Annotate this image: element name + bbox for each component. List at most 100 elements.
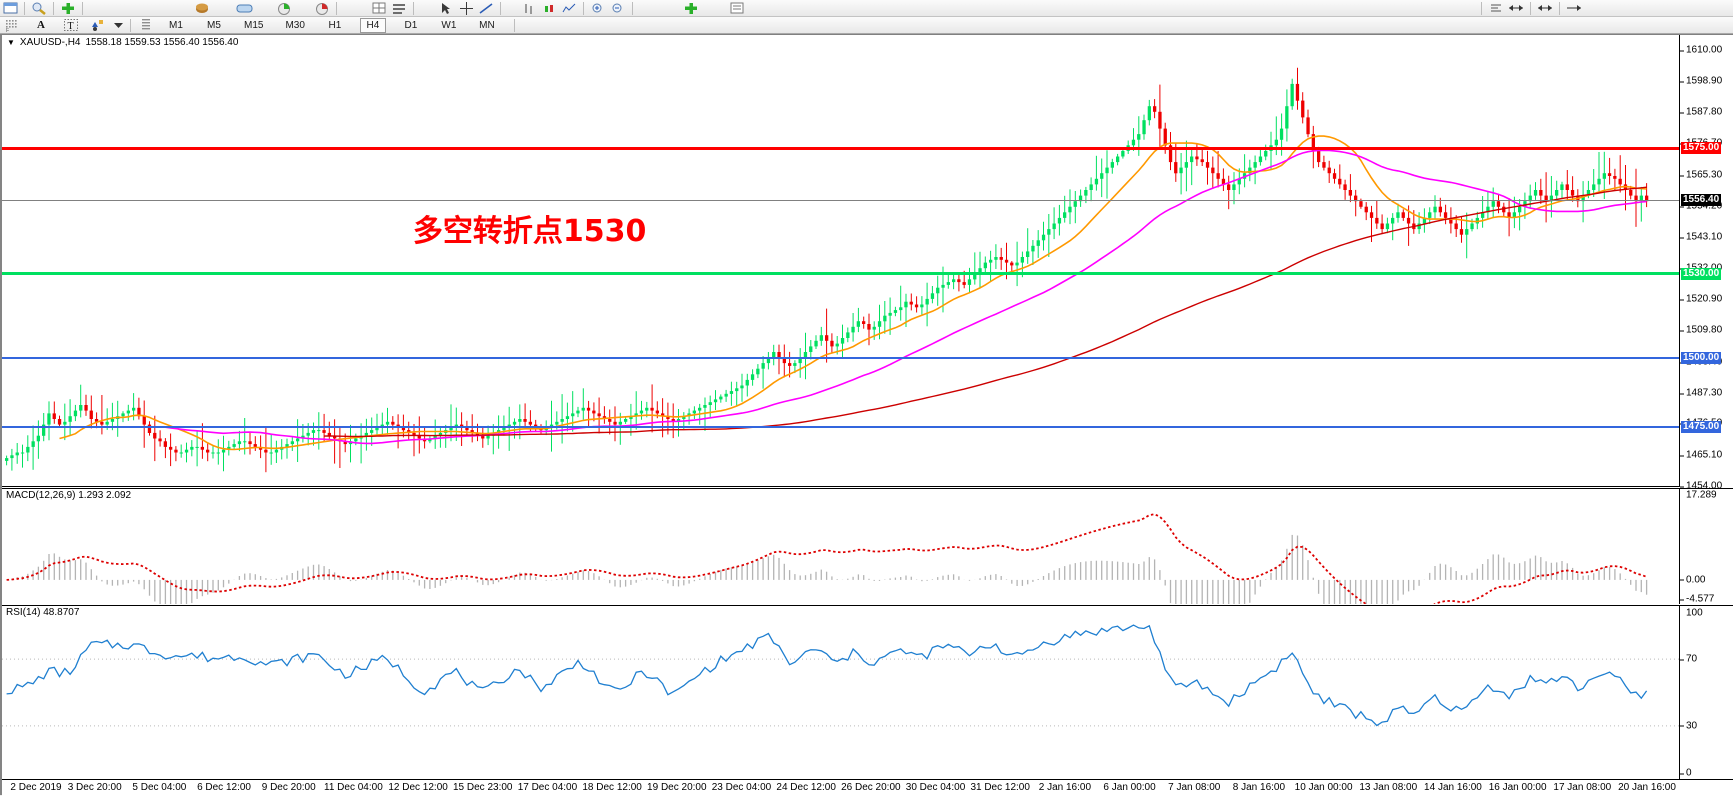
price-level-badge: 1475.00 — [1681, 421, 1722, 434]
svg-text:F: F — [6, 28, 9, 32]
time-axis-label: 6 Jan 00:00 — [1103, 782, 1156, 793]
cursor-icon[interactable] — [436, 0, 456, 16]
chevron-down-icon[interactable] — [110, 17, 126, 33]
magnifier-icon[interactable] — [29, 0, 49, 16]
macd-scale[interactable]: 17.289 0.00 -4.577 — [1679, 489, 1733, 605]
price-tick: 1565.30 — [1680, 170, 1722, 181]
toolbar-divider — [583, 1, 584, 15]
toolbar-divider — [53, 1, 54, 15]
price-level-badge: 1500.00 — [1681, 351, 1722, 364]
timeframe-w1-button[interactable]: W1 — [441, 19, 457, 31]
candlestick-icon[interactable] — [539, 0, 559, 16]
price-level-line[interactable] — [2, 426, 1679, 429]
price-level-badge: 1575.00 — [1681, 142, 1722, 155]
text-label-icon[interactable]: A — [37, 19, 45, 31]
timeframe-d1-button[interactable]: D1 — [404, 19, 418, 31]
rsi-pane[interactable]: RSI(14) 48.8707 100 70 30 0 — [2, 605, 1733, 779]
time-axis-label: 5 Dec 04:00 — [132, 782, 187, 793]
hscale-left-icon[interactable] — [1506, 0, 1526, 16]
chart-area[interactable]: 多空转折点1530 1610.001598.901587.801576.7015… — [0, 34, 1733, 796]
timeframe-h4-button[interactable]: H4 — [359, 17, 386, 33]
macd-series — [6, 513, 1648, 604]
price-level-line[interactable] — [2, 146, 1679, 150]
text-object-icon[interactable]: T — [56, 17, 86, 33]
timeframe-m5-button[interactable]: M5 — [207, 19, 221, 31]
timeframe-h1-button[interactable]: H1 — [328, 19, 342, 31]
toolbar-divider — [1481, 1, 1482, 15]
timeframe-m30-button[interactable]: M30 — [285, 19, 305, 31]
time-axis-label: 11 Dec 04:00 — [324, 782, 383, 793]
time-axis-label: 8 Jan 16:00 — [1232, 782, 1286, 793]
align-icon[interactable] — [1486, 0, 1506, 16]
toolbar-divider — [336, 1, 337, 15]
time-axis-label: 12 Dec 12:00 — [388, 782, 448, 793]
time-axis-label: 20 Jan 16:00 — [1618, 782, 1676, 793]
zoom-out-icon[interactable] — [608, 0, 628, 16]
toolbar-divider — [1559, 1, 1560, 15]
red-pie-icon[interactable] — [312, 0, 332, 16]
list-icon[interactable] — [389, 0, 409, 16]
brown-blob-icon[interactable] — [192, 0, 212, 16]
time-axis-label: 19 Dec 20:00 — [647, 782, 707, 793]
rsi-tick: 30 — [1680, 720, 1697, 731]
time-axis-label: 17 Jan 08:00 — [1553, 782, 1612, 793]
price-plot[interactable]: 多空转折点1530 — [2, 35, 1679, 487]
plus-green-icon[interactable] — [58, 0, 78, 16]
timeframe-m1-button[interactable]: M1 — [169, 19, 183, 31]
toolbar-secondary[interactable]: F A T M1 M5 M15 M30 H1 H4 D1 W1 MN — [0, 17, 1733, 34]
green-pie-icon[interactable] — [274, 0, 294, 16]
price-level-line[interactable] — [2, 356, 1679, 359]
toolbar-divider — [24, 1, 25, 15]
autoscroll-icon[interactable] — [1564, 0, 1584, 16]
toolbar-primary[interactable] — [0, 0, 1733, 17]
grid-icon[interactable] — [369, 0, 389, 16]
macd-tick: -4.577 — [1680, 594, 1714, 605]
toolbar-divider — [632, 1, 633, 15]
price-scale[interactable]: 1610.001598.901587.801576.701565.301554.… — [1679, 35, 1733, 492]
rsi-tick: 0 — [1680, 768, 1692, 779]
price-tick: 1554.20 — [1680, 201, 1722, 212]
price-tick: 1610.00 — [1680, 45, 1722, 56]
price-level-line[interactable] — [2, 272, 1679, 276]
blue-tray-icon[interactable] — [234, 0, 254, 16]
chart-annotation: 多空转折点1530 — [412, 214, 647, 250]
time-axis-label: 31 Dec 12:00 — [970, 782, 1030, 793]
time-axis[interactable]: 2 Dec 2019 3 Dec 20:00 5 Dec 04:00 6 Dec 12… — [2, 779, 1733, 796]
rsi-label: RSI(14) 48.8707 — [6, 607, 80, 618]
macd-pane[interactable]: MACD(12,26,9) 1.293 2.092 17.289 0.00 -4.5… — [2, 488, 1733, 605]
trend-line-icon[interactable] — [476, 0, 496, 16]
rsi-plot[interactable] — [2, 606, 1679, 779]
indicator-list-icon[interactable]: F — [0, 17, 26, 33]
time-axis-label: 16 Jan 00:00 — [1488, 782, 1547, 793]
time-axis-label: 17 Dec 04:00 — [517, 782, 578, 793]
timeframe-buttons[interactable]: M1 M5 M15 M30 H1 H4 D1 W1 MN — [163, 17, 500, 33]
time-axis-label: 15 Dec 23:00 — [453, 782, 513, 793]
price-pane[interactable]: 多空转折点1530 1610.001598.901587.801576.7015… — [2, 35, 1733, 492]
hscale-right-icon[interactable] — [1535, 0, 1555, 16]
toolbar-divider — [130, 18, 131, 32]
price-tick: 1543.10 — [1680, 232, 1722, 243]
toolbar-divider — [513, 18, 515, 32]
time-axis-label: 13 Jan 08:00 — [1359, 782, 1418, 793]
price-level-badge: 1530.00 — [1681, 267, 1722, 280]
crosshair-icon[interactable] — [456, 0, 476, 16]
rsi-scale[interactable]: 100 70 30 0 — [1679, 606, 1733, 779]
properties-icon[interactable] — [727, 0, 747, 16]
timeframe-m15-button[interactable]: M15 — [244, 19, 264, 31]
macd-plot[interactable] — [2, 489, 1679, 604]
macd-tick: 0.00 — [1680, 574, 1705, 585]
objects-icon[interactable] — [86, 17, 110, 33]
window-icon[interactable] — [0, 0, 20, 16]
toolbar-divider — [413, 1, 414, 15]
time-axis-label: 6 Dec 12:00 — [197, 782, 251, 793]
add-indicator-icon[interactable] — [681, 0, 701, 16]
time-axis-label: 9 Dec 20:00 — [261, 782, 316, 793]
price-tick: 1465.10 — [1680, 450, 1722, 461]
period-separator-icon[interactable] — [135, 17, 157, 33]
triangle-down-icon[interactable]: ▼ — [7, 38, 15, 47]
zoom-in-icon[interactable] — [588, 0, 608, 16]
timeframe-mn-button[interactable]: MN — [479, 19, 495, 31]
bar-chart-icon[interactable] — [519, 0, 539, 16]
time-axis-label: 10 Jan 00:00 — [1294, 782, 1353, 793]
line-chart-icon[interactable] — [559, 0, 579, 16]
